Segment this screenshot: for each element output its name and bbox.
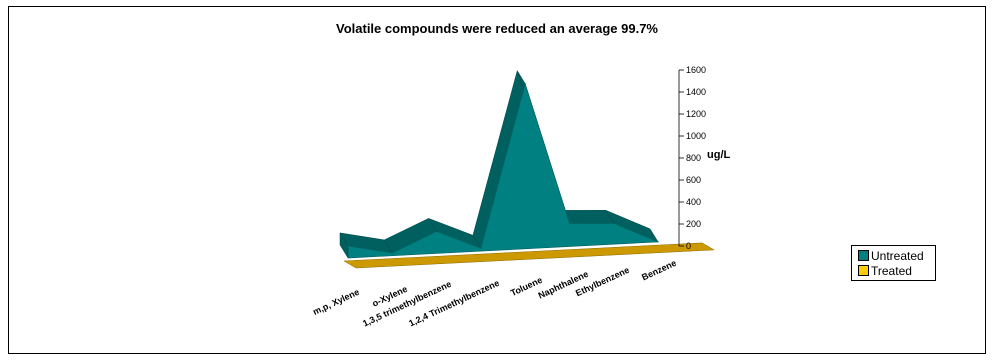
legend-label-treated: Treated bbox=[871, 264, 912, 278]
y-tick-label-1600: 1600 bbox=[686, 65, 706, 75]
y-tick-label-1200: 1200 bbox=[686, 109, 706, 119]
category-label-4: 1,2,4 Trimethylbenzene bbox=[407, 278, 501, 329]
legend-label-untreated: Untreated bbox=[871, 249, 924, 263]
category-label-8: Benzene bbox=[640, 258, 678, 283]
untreated-area bbox=[347, 82, 659, 259]
treated-area bbox=[343, 242, 715, 269]
untreated-left-cap bbox=[339, 232, 349, 259]
y-tick-label-400: 400 bbox=[686, 197, 701, 207]
y-tick-label-1000: 1000 bbox=[686, 131, 706, 141]
untreated-point-8 bbox=[657, 241, 659, 243]
untreated-point-6 bbox=[568, 222, 571, 224]
legend-swatch-treated bbox=[858, 265, 869, 277]
legend-item-treated: Treated bbox=[858, 263, 912, 279]
chart-title: Volatile compounds were reduced an avera… bbox=[336, 21, 658, 36]
y-tick-label-0: 0 bbox=[686, 241, 691, 251]
untreated-top-face-6 bbox=[561, 210, 615, 224]
legend: Untreated Treated bbox=[851, 245, 936, 281]
untreated-point-4 bbox=[480, 247, 482, 249]
untreated-point-7 bbox=[613, 222, 615, 224]
legend-item-untreated: Untreated bbox=[858, 248, 924, 264]
untreated-point-5 bbox=[524, 83, 526, 85]
y-axis-label: ug/L bbox=[707, 149, 730, 161]
y-tick-label-200: 200 bbox=[686, 219, 701, 229]
untreated-point-2 bbox=[391, 252, 393, 254]
y-tick-label-1400: 1400 bbox=[686, 87, 706, 97]
legend-swatch-untreated bbox=[858, 250, 869, 262]
untreated-point-1 bbox=[347, 245, 349, 247]
category-label-1: m,p, Xylene bbox=[311, 287, 361, 317]
y-tick-label-600: 600 bbox=[686, 175, 701, 185]
untreated-point-3 bbox=[436, 230, 438, 232]
y-tick-label-800: 800 bbox=[686, 153, 701, 163]
